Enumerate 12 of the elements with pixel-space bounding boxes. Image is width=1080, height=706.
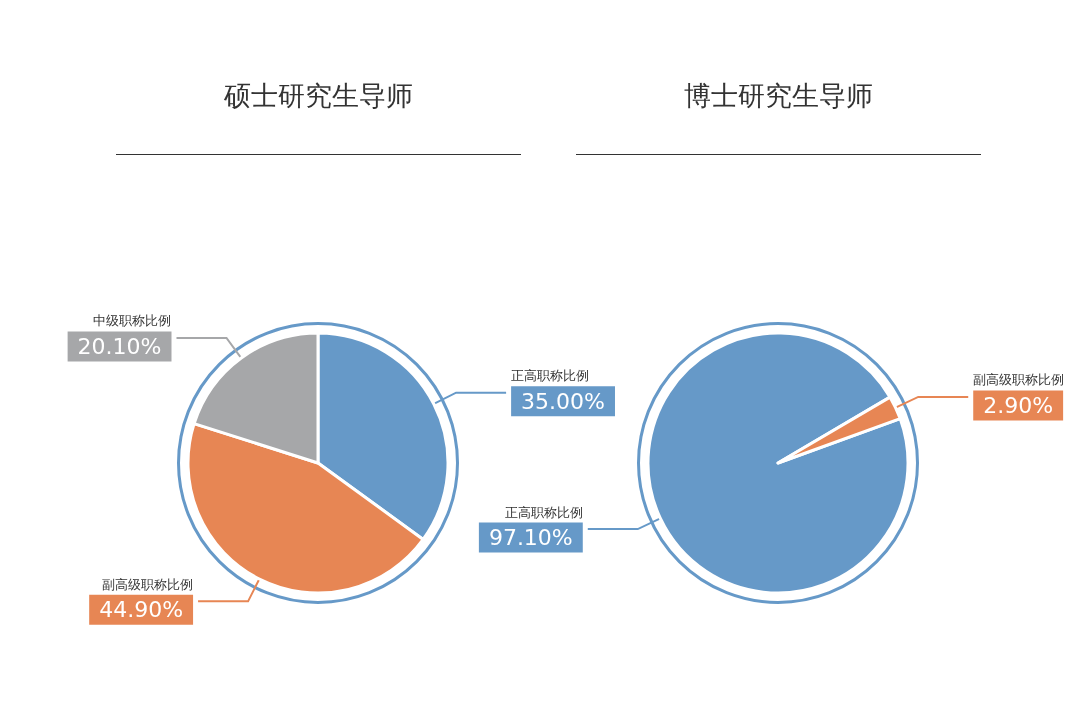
data-label: 97.10% bbox=[488, 525, 573, 551]
data-label: 44.90% bbox=[99, 597, 184, 623]
slice-label: 副高级职称比例 bbox=[102, 576, 194, 592]
slice-label: 中级职称比例 bbox=[93, 313, 172, 329]
data-label: 20.10% bbox=[77, 333, 162, 359]
chart-title: 硕士研究生导师 bbox=[116, 78, 521, 155]
slice-label: 正高职称比例 bbox=[511, 368, 590, 384]
slice-label: 正高职称比例 bbox=[504, 504, 583, 520]
data-label: 35.00% bbox=[521, 388, 605, 414]
slice-label: 副高级职称比例 bbox=[973, 372, 1065, 388]
chart-title: 博士研究生导师 bbox=[576, 78, 981, 155]
data-label: 2.90% bbox=[983, 392, 1054, 418]
